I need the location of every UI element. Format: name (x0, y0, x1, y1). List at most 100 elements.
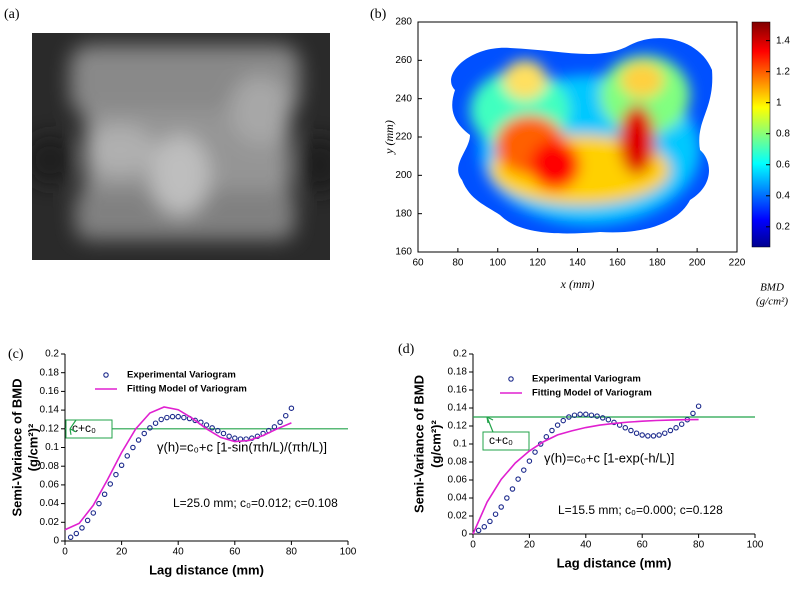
y-tick-label: 0.18 (40, 367, 60, 378)
y-tick-label: 0.06 (448, 475, 468, 486)
x-tick-label: 20 (524, 540, 536, 551)
x-tick-label: 80 (693, 540, 705, 551)
colorbar-tick-label: 0.6 (776, 159, 790, 170)
x-tick-label: 80 (286, 547, 298, 558)
variogram-point (135, 437, 142, 443)
variogram-point (84, 517, 91, 524)
y-tick-label: 0 (53, 536, 59, 547)
x-tick-label: 80 (452, 258, 464, 269)
x-tick-label: 60 (412, 258, 424, 269)
y-axis-label: y (mm) (382, 120, 396, 155)
y-tick-label: 0.16 (448, 385, 468, 396)
variogram-point (498, 504, 504, 510)
y-tick-label: 220 (395, 132, 412, 143)
variogram-point (537, 441, 544, 447)
variogram-point (549, 427, 555, 434)
variogram-point (667, 427, 674, 434)
variogram-point (192, 417, 198, 424)
variogram-point (79, 525, 85, 531)
model-curve (64, 406, 292, 531)
variogram-point (690, 410, 696, 417)
variogram-point (475, 527, 482, 534)
variogram-point (175, 413, 181, 420)
colorbar-tick-label: 1.2 (776, 66, 790, 77)
variogram-point (169, 413, 176, 420)
sill-label: c+c₀ (72, 421, 96, 435)
x-tick-label: 120 (529, 258, 546, 269)
variogram-point (226, 433, 232, 440)
variogram-point (181, 414, 187, 421)
legend-label: Fitting Model of Variogram (127, 384, 247, 395)
variogram-point (521, 467, 527, 473)
x-tick-label: 60 (637, 540, 649, 551)
variogram-point (147, 425, 153, 431)
y-tick-label: 0.1 (453, 439, 467, 450)
x-tick-label: 140 (569, 258, 586, 269)
colorbar-tick-label: 0.2 (776, 221, 790, 232)
y-tick-label: 0.2 (453, 349, 467, 360)
variogram-point (633, 430, 640, 436)
legend-label: Experimental Variogram (127, 370, 236, 381)
variogram-point (504, 495, 510, 501)
variogram-point (594, 413, 600, 419)
variogram-point (695, 403, 702, 409)
variogram-point (583, 411, 589, 418)
y-tick-label: 0.02 (40, 517, 60, 528)
variogram-point (577, 411, 583, 418)
variogram-point (101, 491, 108, 497)
variogram-point (90, 510, 97, 516)
colorbar-label: (g/cm²) (756, 296, 788, 308)
variogram-point (566, 414, 572, 420)
variogram-point (509, 486, 516, 492)
heatmap-image (451, 38, 713, 234)
variogram-point (232, 435, 238, 441)
y-tick-label: 200 (395, 170, 412, 181)
x-tick-label: 0 (62, 547, 68, 558)
y-tick-label: 0.06 (40, 480, 60, 491)
variogram-point (141, 430, 147, 437)
y-tick-label: 0 (461, 529, 467, 540)
variogram-point (622, 425, 629, 431)
x-tick-label: 160 (609, 258, 626, 269)
x-tick-label: 180 (649, 258, 666, 269)
y-tick-label: 0.04 (40, 498, 60, 509)
y-tick-label: 0.12 (448, 421, 468, 432)
y-tick-label: 0.04 (448, 493, 468, 504)
variogram-point (113, 471, 119, 478)
x-tick-label: 40 (173, 547, 185, 558)
variogram-point (673, 425, 679, 431)
y-axis-label: (g/cm²)² (25, 423, 40, 471)
y-axis-label: Semi-Variance of BMD (411, 375, 426, 513)
x-tick-label: 0 (470, 540, 476, 551)
variogram-point (487, 518, 493, 525)
variogram-point (662, 430, 668, 436)
variogram-point (611, 419, 617, 426)
variogram-point (481, 524, 488, 530)
variogram-point (124, 453, 131, 459)
y-tick-label: 0.14 (448, 403, 468, 414)
sill-arrow (486, 416, 494, 433)
y-tick-label: 180 (395, 208, 412, 219)
variogram-point (130, 444, 136, 451)
variogram-point (571, 412, 578, 418)
y-axis-label: (g/cm²)² (428, 420, 443, 468)
variogram-point (560, 417, 566, 424)
colorbar-tick-label: 0.8 (776, 128, 790, 139)
x-tick-label: 100 (340, 547, 357, 558)
y-tick-label: 0.1 (45, 442, 59, 453)
colorbar (751, 21, 771, 248)
parameters: L=25.0 mm; c₀=0.012; c=0.108 (173, 496, 338, 510)
variogram-point (73, 530, 80, 537)
variogram-point (554, 422, 561, 428)
variogram-point (645, 433, 651, 439)
formula: γ(h)=c₀+c [1-exp(-h/L)] (544, 450, 674, 465)
variogram-point (678, 421, 685, 427)
variogram-point (152, 420, 159, 426)
x-tick-label: 40 (580, 540, 592, 551)
variogram-point (158, 416, 164, 423)
x-axis-label: Lag distance (mm) (557, 555, 672, 570)
variogram-point (282, 412, 289, 419)
x-tick-label: 200 (689, 258, 706, 269)
variogram-point (605, 416, 612, 423)
